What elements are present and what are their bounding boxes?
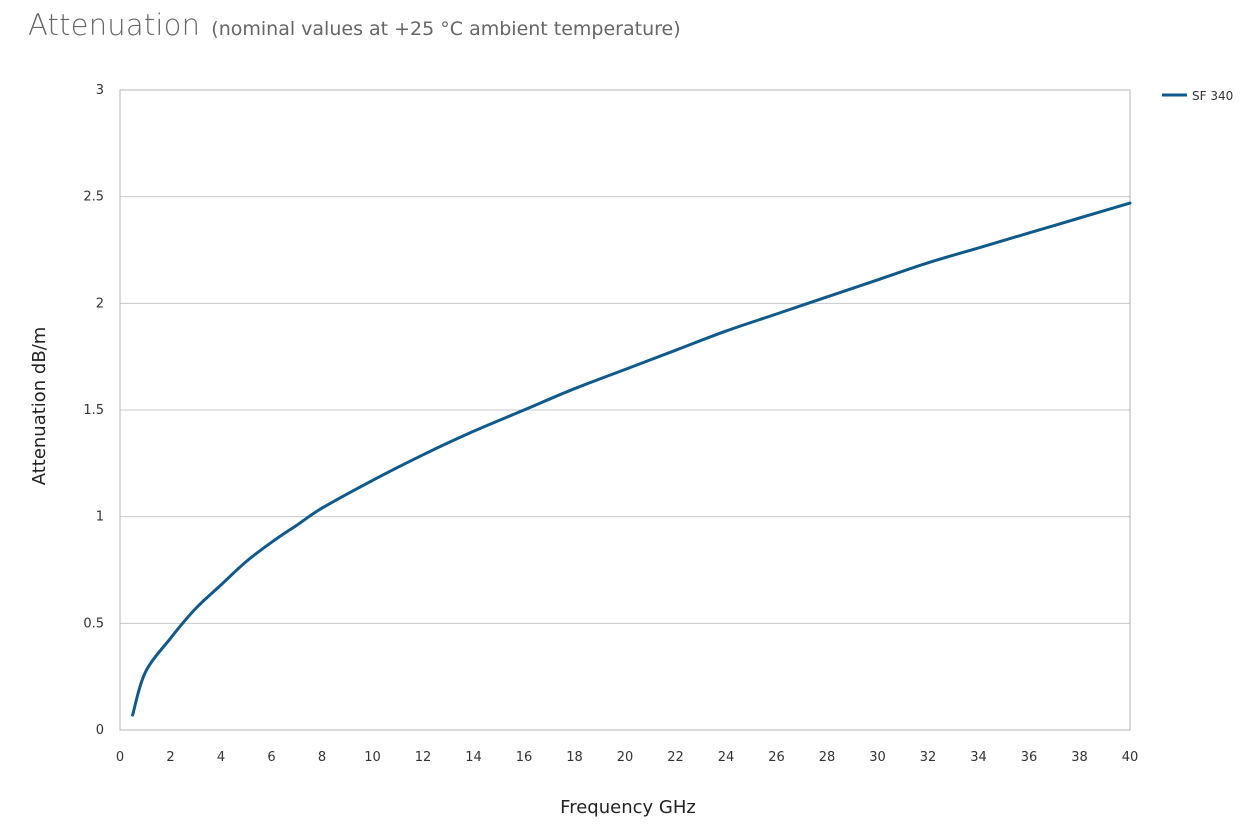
series-layer	[131, 201, 1132, 717]
x-tick-label: 8	[318, 750, 326, 765]
x-tick-label: 4	[217, 750, 225, 765]
y-axis-title: Attenuation dB/m	[29, 327, 50, 486]
chart-title: Attenuation (nominal values at +25 °C am…	[28, 8, 681, 42]
x-axis-ticks: 0 2 4 6 8 10 12 14 16 18 20 22 24 26 28 30 32 34 36 38 40	[116, 750, 1138, 765]
legend: SF 340	[1162, 89, 1233, 103]
x-tick-label: 14	[465, 750, 482, 765]
x-tick-label: 18	[566, 750, 583, 765]
x-tick-label: 2	[166, 750, 174, 765]
x-tick-label: 38	[1071, 750, 1088, 765]
y-tick-label: 1	[96, 510, 104, 525]
x-tick-label: 6	[267, 750, 275, 765]
x-tick-label: 36	[1021, 750, 1038, 765]
x-tick-label: 30	[869, 750, 886, 765]
y-tick-label: 3	[96, 83, 104, 98]
series-line-sf340	[131, 201, 1132, 717]
x-tick-label: 28	[819, 750, 836, 765]
x-tick-label: 22	[667, 750, 684, 765]
x-tick-label: 0	[116, 750, 124, 765]
grid-layer	[120, 196, 1130, 624]
x-tick-label: 34	[970, 750, 987, 765]
x-tick-label: 40	[1122, 750, 1139, 765]
plot-area-frame	[119, 89, 1131, 731]
y-tick-label: 0.5	[83, 616, 104, 631]
y-axis-ticks: 0 0.5 1 1.5 2 2.5 3	[83, 83, 104, 738]
y-tick-label: 0	[96, 723, 104, 738]
y-tick-label: 2.5	[83, 190, 104, 205]
x-tick-label: 32	[920, 750, 937, 765]
x-tick-label: 12	[415, 750, 432, 765]
legend-label-sf340: SF 340	[1192, 89, 1233, 103]
chart-title-main: Attenuation	[28, 8, 201, 42]
x-tick-label: 20	[617, 750, 634, 765]
chart-subtitle: (nominal values at +25 °C ambient temper…	[211, 18, 681, 40]
x-axis-title: Frequency GHz	[560, 797, 696, 818]
x-tick-label: 16	[516, 750, 533, 765]
x-tick-label: 10	[364, 750, 381, 765]
x-tick-label: 24	[718, 750, 735, 765]
x-tick-label: 26	[768, 750, 785, 765]
y-tick-label: 2	[96, 296, 104, 311]
y-tick-label: 1.5	[83, 403, 104, 418]
